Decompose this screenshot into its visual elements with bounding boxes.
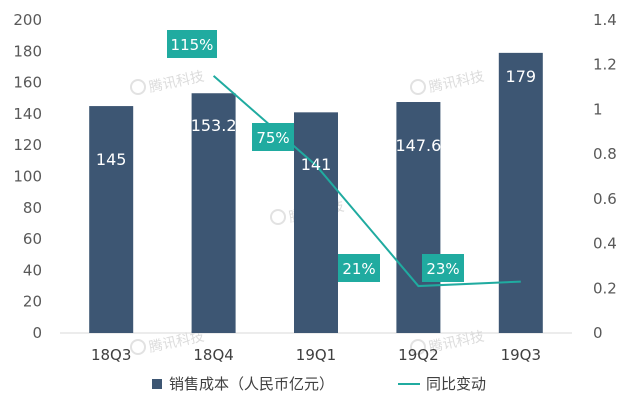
- bar-18Q3: [89, 106, 134, 333]
- watermark-logo-icon: [130, 79, 146, 95]
- line-value-box: [167, 30, 217, 58]
- y-left-tick-label: 20: [23, 293, 42, 311]
- y-right-tick-label: 0.4: [593, 235, 617, 253]
- y-left-tick-label: 60: [23, 230, 42, 248]
- y-right-tick-label: 0.6: [593, 190, 617, 208]
- y-left-tick-label: 0: [32, 324, 42, 342]
- bar-19Q2: [396, 102, 441, 333]
- x-tick-label: 18Q3: [91, 346, 131, 364]
- line-value-label: 75%: [256, 129, 289, 147]
- watermark-logo-icon: [410, 79, 426, 95]
- y-right-tick-label: 0: [593, 324, 603, 342]
- y-right-tick-label: 0.2: [593, 279, 617, 297]
- bar-value-label: 145: [96, 150, 127, 169]
- line-value-label: 21%: [342, 260, 375, 278]
- line-yoy-change: [212, 75, 521, 288]
- watermark-text: 腾讯科技: [147, 68, 205, 96]
- x-tick-label: 19Q1: [296, 346, 336, 364]
- watermark-logo-icon: [410, 339, 426, 355]
- y-left-tick-label: 200: [13, 11, 42, 29]
- line-value-label: 23%: [426, 260, 459, 278]
- bar-18Q4: [191, 93, 236, 333]
- y-left-tick-label: 100: [13, 168, 42, 186]
- legend-line-label: 同比变动: [426, 375, 486, 393]
- bar-value-label: 153.2: [191, 116, 237, 135]
- bar-value-label: 179: [506, 67, 537, 86]
- y-right-tick-label: 1.2: [593, 56, 617, 74]
- line-value-box: [422, 254, 464, 282]
- bar-19Q1: [294, 112, 338, 334]
- y-left-tick-label: 40: [23, 261, 42, 279]
- y-left-tick-label: 180: [13, 42, 42, 60]
- y-right-tick-label: 1: [593, 100, 603, 118]
- watermark-logo-icon: [130, 339, 146, 355]
- bar-value-label: 147.6: [395, 136, 441, 155]
- legend-bar-label: 销售成本（人民币亿元）: [169, 375, 334, 393]
- y-left-tick-label: 160: [13, 74, 42, 92]
- legend-bar-swatch: [152, 379, 162, 389]
- x-tick-label: 19Q2: [398, 346, 438, 364]
- y-right-tick-label: 1.4: [593, 11, 617, 29]
- line-value-box: [338, 254, 380, 282]
- watermark-text: 腾讯科技: [427, 68, 485, 96]
- x-tick-label: 19Q3: [501, 346, 541, 364]
- watermark-logo-icon: [270, 209, 286, 225]
- y-left-tick-label: 140: [13, 105, 42, 123]
- bar-19Q3: [498, 52, 543, 334]
- x-tick-label: 18Q4: [193, 346, 233, 364]
- y-left-tick-label: 80: [23, 199, 42, 217]
- bar-value-label: 141: [301, 155, 332, 174]
- line-value-label: 115%: [171, 36, 214, 54]
- line-value-box: [252, 123, 294, 151]
- y-left-tick-label: 120: [13, 136, 42, 154]
- y-right-tick-label: 0.8: [593, 145, 617, 163]
